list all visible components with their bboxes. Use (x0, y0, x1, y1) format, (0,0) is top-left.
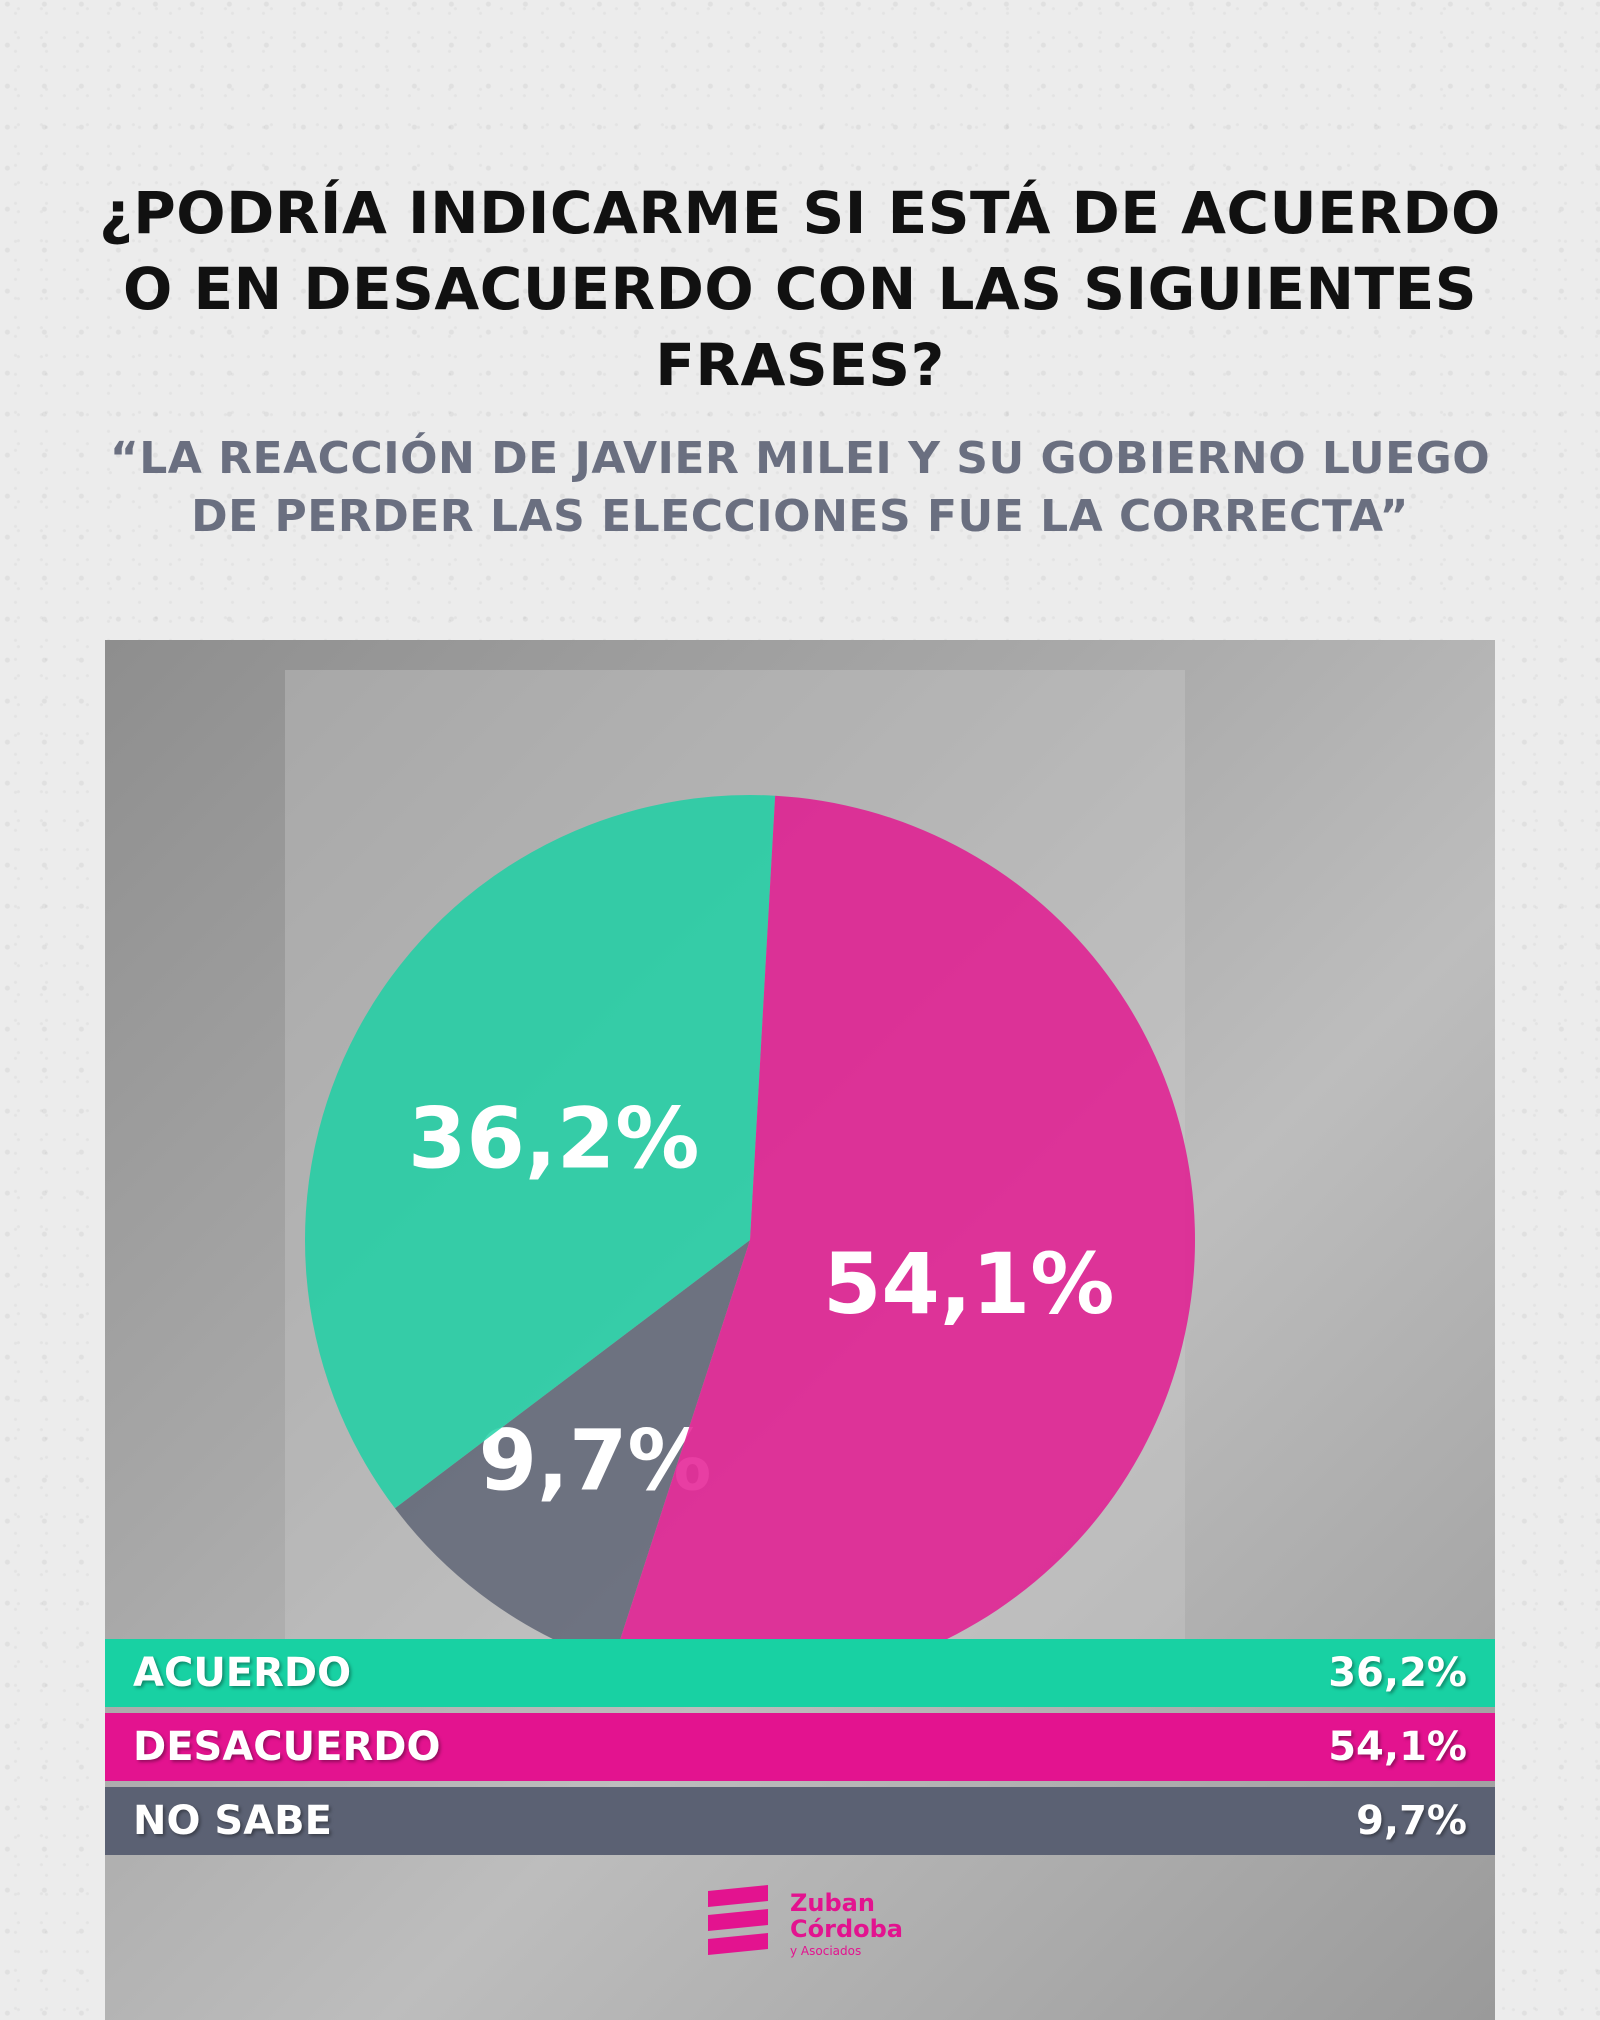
legend-label-desacuerdo: DESACUERDO (133, 1724, 441, 1770)
logo-name-line1: Zuban (790, 1889, 875, 1917)
legend-item-desacuerdo: DESACUERDO 54,1% (105, 1713, 1495, 1781)
slice-no-sabe (394, 1240, 750, 1664)
logo-name: Zuban Córdoba (790, 1890, 903, 1942)
legend-value-no-sabe: 9,7% (1356, 1798, 1467, 1844)
logo-name-line2: Córdoba (790, 1915, 903, 1943)
legend-label-acuerdo: ACUERDO (133, 1650, 352, 1696)
legend-label-no-sabe: NO SABE (133, 1798, 332, 1844)
page-subtitle: “LA REACCIÓN DE JAVIER MILEI Y SU GOBIER… (109, 433, 1491, 542)
legend-value-acuerdo: 36,2% (1328, 1650, 1467, 1696)
data-label-desacuerdo: 54,1% (823, 1235, 1114, 1333)
legend-item-no-sabe: NO SABE 9,7% (105, 1787, 1495, 1855)
legend-item-acuerdo: ACUERDO 36,2% (105, 1639, 1495, 1707)
page-title: ¿PODRÍA INDICARME SI ESTÁ DE ACUERDO O E… (99, 179, 1501, 399)
zuban-cordoba-logo-icon (708, 1885, 768, 1955)
logo-subtitle: y Asociados (790, 1944, 862, 1958)
slice-desacuerdo (612, 795, 1195, 1685)
slice-acuerdo (304, 794, 776, 1509)
pie-chart: 9,7%36,2%54,1% (285, 670, 1195, 1685)
data-label-acuerdo: 36,2% (408, 1089, 699, 1187)
legend-value-desacuerdo: 54,1% (1328, 1724, 1467, 1770)
